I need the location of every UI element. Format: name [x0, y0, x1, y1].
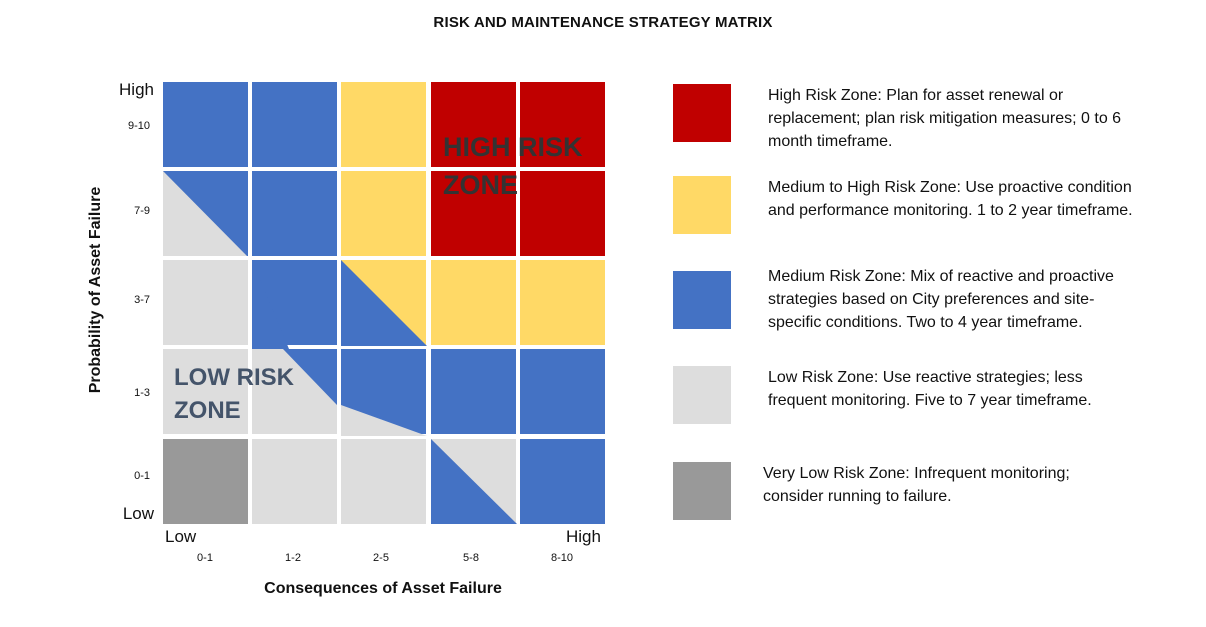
matrix-cell: [163, 260, 248, 345]
y-tick: 7-9: [134, 205, 150, 217]
x-axis-label: Consequences of Asset Failure: [264, 580, 502, 597]
page-title: RISK AND MAINTENANCE STRATEGY MATRIX: [433, 14, 773, 31]
matrix-cell: [163, 82, 248, 167]
legend-swatch: [673, 271, 731, 329]
legend-item-medium: Medium Risk Zone: Mix of reactive and pr…: [673, 268, 1143, 333]
matrix-cell: [520, 82, 605, 167]
legend-item-medium-high: Medium to High Risk Zone: Use proactive …: [673, 176, 1143, 238]
matrix-cell: [341, 82, 426, 167]
y-tick: 9-10: [127, 120, 150, 132]
matrix-cell: [431, 82, 516, 167]
matrix-cell: [163, 349, 248, 434]
medium-risk-triangle: [283, 349, 337, 405]
medium-risk-triangle: [252, 260, 289, 349]
x-low-label: Low: [165, 527, 197, 546]
legend-item-very-low: Very Low Risk Zone: Infrequent monitorin…: [673, 462, 1143, 524]
x-tick: 1-2: [285, 552, 301, 564]
legend-swatch: [673, 176, 731, 234]
low-risk-triangle: [341, 405, 427, 436]
y-tick: 0-1: [134, 470, 150, 482]
matrix-cell: [431, 171, 516, 256]
matrix-cell: [341, 439, 426, 524]
low-risk-zone-label: LOW RISK ZONE: [174, 364, 294, 424]
x-tick: 5-8: [463, 552, 479, 564]
x-tick: 8-10: [550, 552, 574, 564]
legend-swatch: [673, 84, 731, 142]
x-tick: 0-1: [197, 552, 213, 564]
matrix-cell: [431, 260, 516, 345]
low-risk-triangle: [163, 171, 247, 256]
risk-matrix: [163, 82, 605, 524]
high-risk-zone-label: HIGH RISK ZONE: [443, 132, 583, 200]
matrix-cell: [252, 82, 337, 167]
matrix-cell: [252, 171, 337, 256]
legend-swatch: [673, 366, 731, 424]
matrix-cell: [520, 260, 605, 345]
y-high-label: High: [119, 80, 154, 99]
matrix-cell: [520, 349, 605, 434]
legend-item-high: High Risk Zone: Plan for asset renewal o…: [673, 84, 1143, 150]
y-low-label: Low: [122, 504, 154, 523]
legend-item-low: Low Risk Zone: Use reactive strategies; …: [673, 366, 1143, 428]
y-tick: 3-7: [134, 294, 150, 306]
x-high-label: High: [566, 527, 601, 546]
matrix-cell: [252, 439, 337, 524]
matrix-cell: [341, 171, 426, 256]
matrix-cell: [520, 439, 605, 524]
matrix-cell: [520, 171, 605, 256]
matrix-cell: [163, 439, 248, 524]
matrix-cell: [431, 349, 516, 434]
medium-risk-triangle: [431, 439, 517, 524]
medium-risk-triangle: [341, 260, 427, 346]
x-tick: 2-5: [373, 552, 389, 564]
legend-swatch: [673, 462, 731, 520]
y-tick: 1-3: [134, 387, 150, 399]
y-axis-label: Probability of Asset Failure: [87, 186, 104, 394]
